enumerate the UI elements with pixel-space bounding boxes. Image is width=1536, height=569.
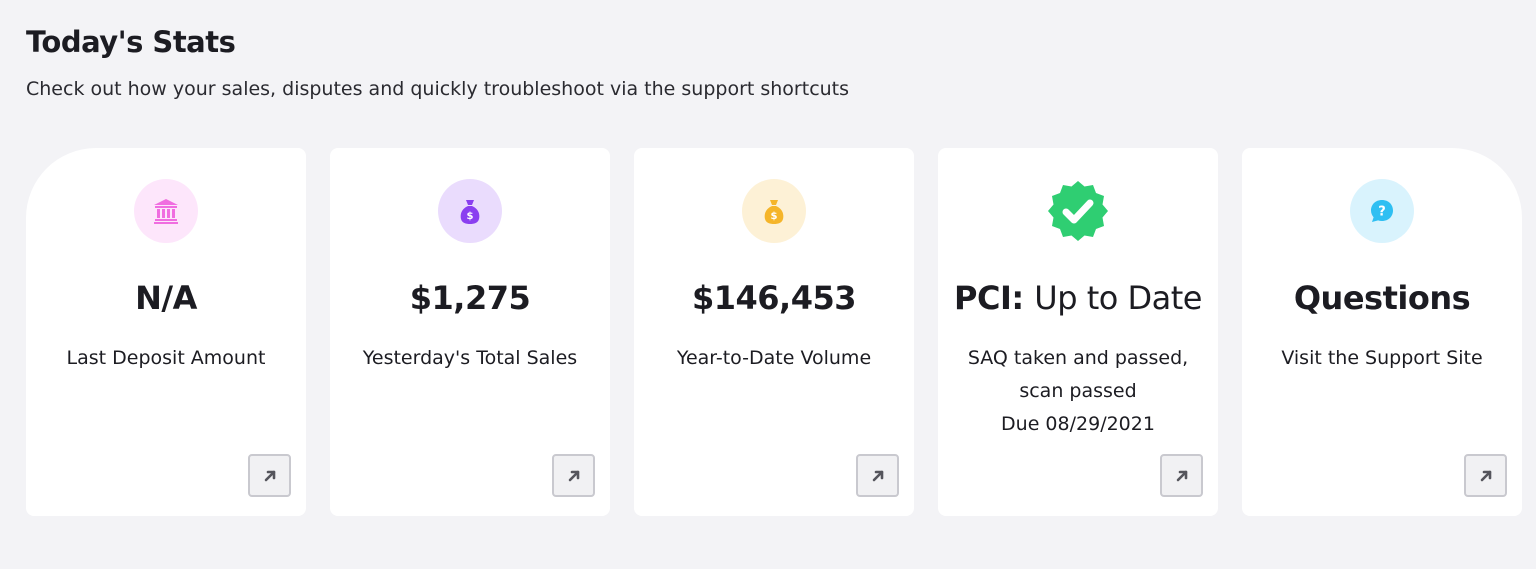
ytd-volume-card: $ $146,453 Year-to-Date Volume	[634, 148, 914, 516]
last-deposit-label: Last Deposit Amount	[36, 342, 296, 375]
support-label: Visit the Support Site	[1252, 342, 1512, 375]
page-subtitle: Check out how your sales, disputes and q…	[26, 78, 850, 100]
card-line: scan passed	[1019, 380, 1137, 402]
ytd-volume-label: Year-to-Date Volume	[644, 342, 904, 375]
verified-badge-wrapper	[1046, 179, 1110, 243]
support-card: ? Questions Visit the Support Site	[1242, 148, 1522, 516]
pci-status-card: PCI: Up to Date SAQ taken and passed, sc…	[938, 148, 1218, 516]
pci-status: Up to Date	[1034, 279, 1202, 317]
yesterday-sales-value: $1,275	[409, 279, 531, 317]
pci-status-value: PCI: Up to Date	[938, 278, 1218, 318]
money-bag-icon: $	[460, 200, 480, 224]
pci-status-details: SAQ taken and passed, scan passed Due 08…	[948, 342, 1208, 441]
pci-status-open-button[interactable]	[1160, 454, 1203, 497]
question-chat-icon-badge: ?	[1350, 179, 1414, 243]
yesterday-sales-card: $ $1,275 Yesterday's Total Sales	[330, 148, 610, 516]
card-line: SAQ taken and passed,	[967, 347, 1189, 369]
card-line: Last Deposit Amount	[66, 347, 266, 369]
yesterday-sales-open-button[interactable]	[552, 454, 595, 497]
bank-icon-badge	[134, 179, 198, 243]
arrow-up-right-icon	[1480, 470, 1491, 481]
svg-text:?: ?	[1378, 205, 1386, 220]
pci-label: PCI:	[954, 279, 1024, 317]
arrow-up-right-icon	[1176, 470, 1187, 481]
card-line: Due 08/29/2021	[1001, 413, 1155, 435]
card-line: Visit the Support Site	[1281, 347, 1483, 369]
ytd-volume-value: $146,453	[691, 279, 857, 317]
support-value: Questions	[1293, 279, 1471, 317]
svg-text:$: $	[771, 211, 778, 222]
last-deposit-open-button[interactable]	[248, 454, 291, 497]
stats-cards: N/A Last Deposit Amount $ $1,275	[26, 148, 1523, 516]
last-deposit-value: N/A	[135, 279, 197, 317]
svg-text:$: $	[467, 211, 474, 222]
last-deposit-card: N/A Last Deposit Amount	[26, 148, 306, 516]
arrow-up-right-icon	[264, 470, 275, 481]
money-bag-icon-badge: $	[438, 179, 502, 243]
card-line: Yesterday's Total Sales	[362, 347, 578, 369]
money-bag-icon-badge: $	[742, 179, 806, 243]
ytd-volume-open-button[interactable]	[856, 454, 899, 497]
verified-check-badge-icon	[1048, 181, 1108, 241]
question-chat-icon: ?	[1371, 200, 1393, 222]
yesterday-sales-label: Yesterday's Total Sales	[340, 342, 600, 375]
arrow-up-right-icon	[872, 470, 883, 481]
arrow-up-right-icon	[568, 470, 579, 481]
page-title: Today's Stats	[26, 25, 236, 59]
support-open-button[interactable]	[1464, 454, 1507, 497]
bank-icon	[154, 199, 178, 224]
card-line: Year-to-Date Volume	[676, 347, 872, 369]
money-bag-icon: $	[764, 200, 784, 224]
